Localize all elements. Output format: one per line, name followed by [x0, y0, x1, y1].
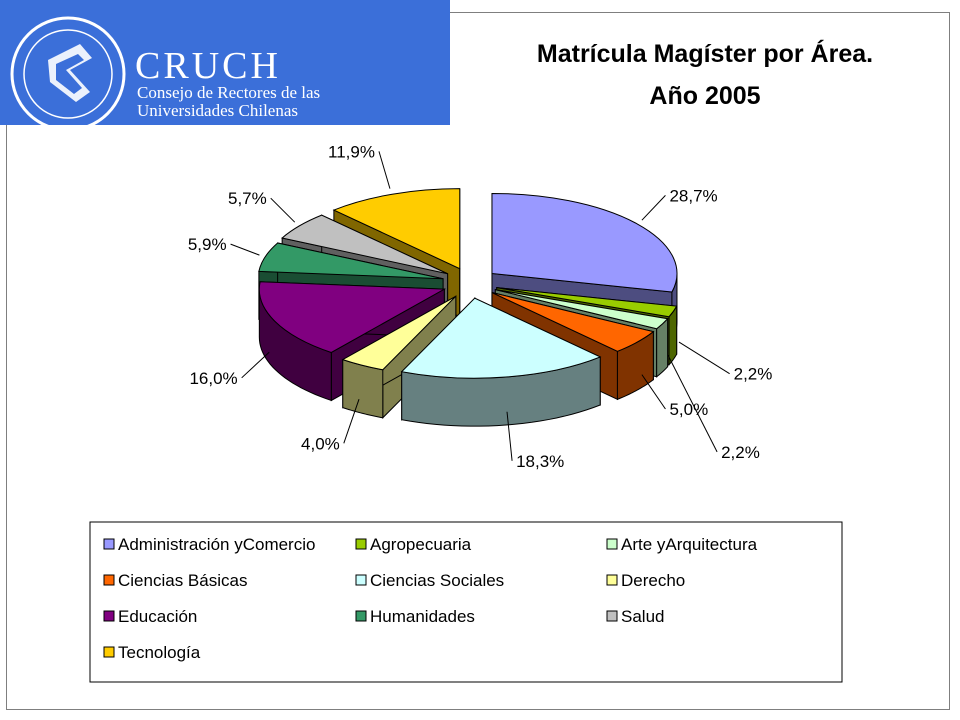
data-label-agropecuaria: 2,2% — [734, 365, 773, 384]
legend-swatch-ciencias-sociales — [355, 574, 367, 586]
data-label-administracion-ycomercio: 28,7% — [669, 186, 717, 205]
slice-humanidades — [258, 242, 444, 280]
data-label-educacion: 16,0% — [189, 369, 237, 388]
data-label-ciencias-sociales: 18,3% — [516, 452, 564, 471]
leader-line-administracion-ycomercio — [641, 195, 666, 221]
legend-label-ciencias-basicas: Ciencias Básicas — [118, 571, 247, 590]
legend-label-ciencias-sociales: Ciencias Sociales — [370, 571, 504, 590]
legend-swatch-arte-yarquitectura — [606, 538, 618, 550]
slice-tecnologia — [332, 188, 461, 270]
leader-line-humanidades — [230, 243, 260, 256]
pie-labels: 28,7% 2,2% 2,2% 5,0% 18,3% 4,0% 16,0% 5,9% 5,7% 1… — [188, 142, 773, 470]
legend-label-tecnologia: Tecnología — [118, 643, 201, 662]
slice-derecho — [341, 295, 457, 371]
data-label-salud: 5,7% — [228, 189, 267, 208]
legend-swatch-administracion-ycomercio — [103, 538, 115, 550]
legend-label-salud: Salud — [621, 607, 664, 626]
slice-ciencias-sociales — [400, 297, 602, 379]
slice-educacion — [258, 281, 447, 354]
slice-arte-yarquitectura — [495, 289, 669, 330]
legend: Administración yComercio Agropecuaria Arte… — [103, 535, 758, 662]
leader-line-arte-yarquitectura — [667, 354, 718, 453]
leader-line-educacion — [241, 351, 270, 379]
cruch-logo-banner: CRUCH Consejo de Rectores de las Univers… — [0, 0, 450, 132]
slice-administracion-ycomercio — [491, 192, 678, 293]
legend-label-humanidades: Humanidades — [370, 607, 475, 626]
legend-swatch-tecnologia — [103, 646, 115, 658]
legend-swatch-ciencias-basicas — [103, 574, 115, 586]
slide-frame — [6, 12, 950, 710]
data-label-humanidades: 5,9% — [188, 235, 227, 254]
brand-line2: Universidades Chilenas — [137, 101, 298, 120]
legend-label-arte-yarquitectura: Arte yArquitectura — [621, 535, 758, 554]
legend-label-administracion-ycomercio: Administración yComercio — [118, 535, 315, 554]
legend-swatch-agropecuaria — [355, 538, 367, 550]
slice-agropecuaria — [496, 287, 678, 318]
data-label-derecho: 4,0% — [301, 434, 340, 453]
leader-line-agropecuaria — [678, 341, 730, 375]
data-label-tecnologia: 11,9% — [328, 142, 375, 161]
data-label-arte-yarquitectura: 2,2% — [721, 443, 760, 462]
data-label-ciencias-basicas: 5,0% — [669, 400, 708, 419]
leader-line-derecho — [343, 399, 360, 444]
legend-swatch-educacion — [103, 610, 115, 622]
legend-swatch-salud — [606, 610, 618, 622]
pie-tops — [258, 188, 678, 379]
chart-subtitle: Año 2005 — [649, 82, 760, 110]
leader-line-tecnologia — [378, 151, 391, 189]
cruch-logo: CRUCH Consejo de Rectores de las Univers… — [10, 16, 320, 132]
brand-line1: Consejo de Rectores de las — [137, 83, 320, 102]
chart-title: Matrícula Magíster por Área. — [537, 39, 873, 68]
legend-swatch-derecho — [606, 574, 618, 586]
legend-label-agropecuaria: Agropecuaria — [370, 535, 472, 554]
legend-label-derecho: Derecho — [621, 571, 685, 590]
slice-salud — [281, 214, 448, 275]
leader-line-salud — [270, 197, 296, 223]
slice-ciencias-basicas — [491, 292, 655, 352]
legend-box — [89, 521, 843, 683]
legend-label-educacion: Educación — [118, 607, 197, 626]
brand-acronym: CRUCH — [135, 45, 281, 87]
leader-line-ciencias-sociales — [506, 411, 513, 461]
legend-swatch-humanidades — [355, 610, 367, 622]
leader-line-ciencias-basicas — [641, 374, 666, 410]
